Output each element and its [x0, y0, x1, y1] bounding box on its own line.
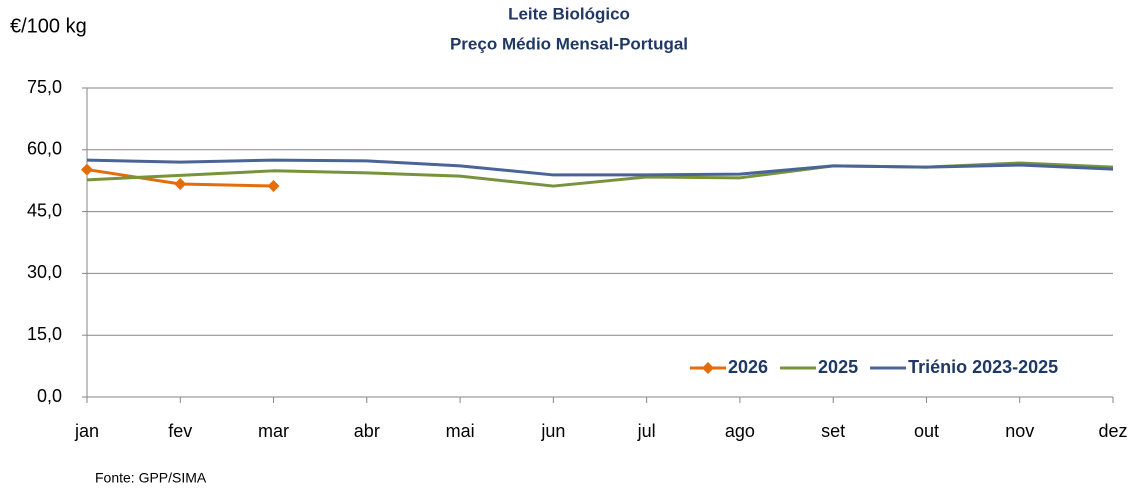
x-tick-label: fev	[168, 421, 192, 441]
marker	[267, 180, 280, 193]
x-tick-label: jul	[637, 421, 656, 441]
y-tick-label: 30,0	[27, 262, 62, 282]
series-line	[86, 158, 1114, 177]
marker	[174, 177, 187, 190]
y-tick-label: 60,0	[27, 139, 62, 159]
x-tick-label: jun	[540, 421, 565, 441]
marker	[81, 163, 93, 176]
x-tick-label: nov	[1005, 421, 1034, 441]
y-tick-label: 45,0	[27, 200, 62, 220]
y-tick-label: 0,0	[37, 386, 62, 406]
y-axis-label: €/100 kg	[10, 15, 87, 37]
x-tick-label: abr	[354, 421, 380, 441]
y-tick-label: 75,0	[27, 77, 62, 97]
x-tick-label: out	[914, 421, 939, 441]
legend-marker	[702, 362, 714, 374]
y-tick-label: 15,0	[27, 324, 62, 344]
source: Fonte: GPP/SIMA	[95, 470, 207, 486]
legend-label: 2026	[728, 357, 768, 377]
x-tick-label: ago	[725, 421, 755, 441]
x-tick-label: jan	[74, 421, 99, 441]
x-tick-label: mai	[446, 421, 475, 441]
legend-label: Triénio 2023-2025	[908, 357, 1058, 377]
chart-title: Leite Biológico	[508, 4, 630, 23]
x-tick-label: dez	[1098, 421, 1127, 441]
legend-label: 2025	[818, 357, 858, 377]
x-tick-label: mar	[258, 421, 289, 441]
chart-subtitle: Preço Médio Mensal-Portugal	[450, 34, 688, 53]
x-tick-label: set	[821, 421, 845, 441]
